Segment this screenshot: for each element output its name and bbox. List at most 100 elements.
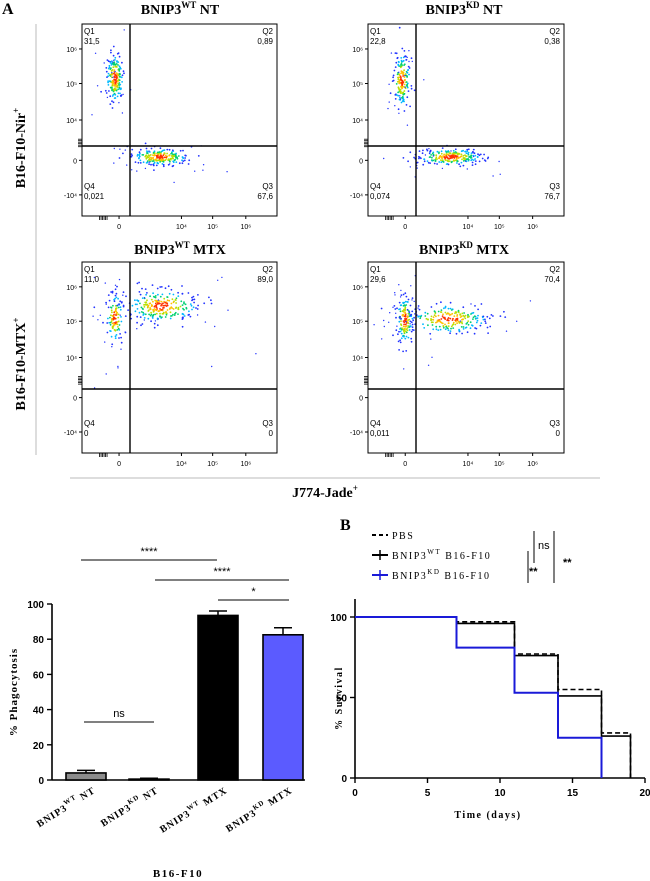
event-dot bbox=[477, 308, 479, 311]
event-dot bbox=[411, 326, 414, 328]
event-dot bbox=[114, 93, 117, 96]
event-dot bbox=[474, 160, 477, 163]
event-dot bbox=[120, 76, 123, 79]
event-dot bbox=[116, 73, 119, 76]
event-dot bbox=[172, 164, 175, 167]
event-dot bbox=[158, 302, 161, 305]
event-dot bbox=[383, 325, 385, 328]
x-category-label-suffix: MTX bbox=[198, 785, 229, 810]
event-dot bbox=[136, 308, 139, 310]
event-dot bbox=[412, 319, 415, 322]
event-dot bbox=[115, 72, 118, 74]
event-dot bbox=[117, 64, 119, 66]
event-dot bbox=[154, 302, 157, 305]
event-dot bbox=[111, 100, 113, 103]
event-dot bbox=[144, 313, 147, 316]
row-label-mtx: B16-F10-MTX+ bbox=[11, 317, 29, 410]
event-dot bbox=[136, 303, 138, 306]
event-dot bbox=[395, 329, 398, 332]
event-dot bbox=[139, 302, 141, 305]
quadrant-value: 67,6 bbox=[257, 192, 273, 201]
event-dot bbox=[144, 288, 147, 290]
event-dot bbox=[430, 306, 433, 308]
event-dot bbox=[413, 300, 415, 303]
event-dot bbox=[406, 56, 408, 59]
event-dot bbox=[116, 285, 118, 288]
quadrant-name: Q3 bbox=[549, 182, 560, 191]
event-dot bbox=[112, 66, 115, 69]
event-dot bbox=[108, 90, 110, 92]
event-dot bbox=[430, 321, 433, 324]
event-dot bbox=[117, 326, 119, 328]
event-dot bbox=[447, 312, 450, 315]
event-dot bbox=[195, 307, 197, 309]
event-dot bbox=[409, 166, 411, 168]
event-dot bbox=[486, 315, 489, 318]
event-dot bbox=[190, 304, 193, 307]
event-dot bbox=[484, 322, 487, 324]
event-dot bbox=[131, 304, 134, 307]
flow-population bbox=[92, 278, 138, 389]
event-dot bbox=[177, 313, 179, 315]
event-dot bbox=[407, 160, 409, 163]
event-dot bbox=[170, 315, 173, 317]
event-dot bbox=[470, 313, 472, 315]
event-dot bbox=[114, 337, 117, 340]
event-dot bbox=[401, 47, 404, 50]
event-dot bbox=[398, 349, 400, 351]
event-dot bbox=[433, 314, 436, 317]
event-dot bbox=[113, 75, 116, 78]
event-dot bbox=[131, 169, 133, 171]
event-dot bbox=[138, 311, 141, 314]
event-dot bbox=[119, 333, 121, 335]
event-dot bbox=[105, 373, 107, 375]
flow-plot-4: BNIP3KD MTXQ129,6Q270,4Q30Q40,01110⁶10⁵1… bbox=[350, 240, 565, 468]
event-dot bbox=[153, 308, 156, 310]
event-dot bbox=[405, 322, 408, 324]
event-dot bbox=[403, 309, 406, 311]
event-dot bbox=[149, 302, 152, 305]
event-dot bbox=[116, 61, 118, 63]
event-dot bbox=[410, 340, 413, 343]
event-dot bbox=[417, 315, 419, 318]
event-dot bbox=[117, 52, 120, 54]
event-dot bbox=[398, 284, 400, 286]
event-dot bbox=[460, 315, 463, 318]
event-dot bbox=[414, 313, 416, 315]
event-dot bbox=[118, 324, 121, 326]
event-dot bbox=[152, 292, 155, 295]
event-dot bbox=[107, 317, 109, 320]
event-dot bbox=[131, 148, 134, 151]
event-dot bbox=[97, 319, 99, 321]
event-dot bbox=[403, 64, 405, 66]
event-dot bbox=[408, 73, 410, 76]
x-tick-label: 10⁴ bbox=[463, 461, 474, 468]
event-dot bbox=[152, 151, 155, 154]
event-dot bbox=[402, 310, 404, 312]
event-dot bbox=[404, 86, 406, 88]
event-dot bbox=[461, 322, 464, 325]
event-dot bbox=[456, 152, 459, 155]
event-dot bbox=[114, 70, 116, 73]
event-dot bbox=[183, 302, 185, 305]
event-dot bbox=[395, 312, 397, 314]
event-dot bbox=[408, 311, 411, 313]
event-dot bbox=[153, 169, 155, 172]
event-dot bbox=[454, 155, 457, 158]
event-dot bbox=[409, 320, 412, 323]
event-dot bbox=[449, 332, 451, 335]
row-label-mtx-text: B16-F10-MTX bbox=[14, 323, 29, 411]
event-dot bbox=[402, 97, 405, 99]
event-dot bbox=[416, 167, 418, 169]
event-dot bbox=[467, 151, 470, 154]
event-dot bbox=[383, 319, 385, 322]
event-dot bbox=[398, 89, 401, 92]
event-dot bbox=[163, 304, 166, 307]
event-dot bbox=[404, 292, 407, 295]
event-dot bbox=[400, 337, 403, 340]
event-dot bbox=[420, 157, 422, 160]
event-dot bbox=[441, 315, 444, 317]
event-dot bbox=[111, 327, 114, 330]
event-dot bbox=[405, 104, 408, 106]
event-dot bbox=[150, 311, 153, 314]
